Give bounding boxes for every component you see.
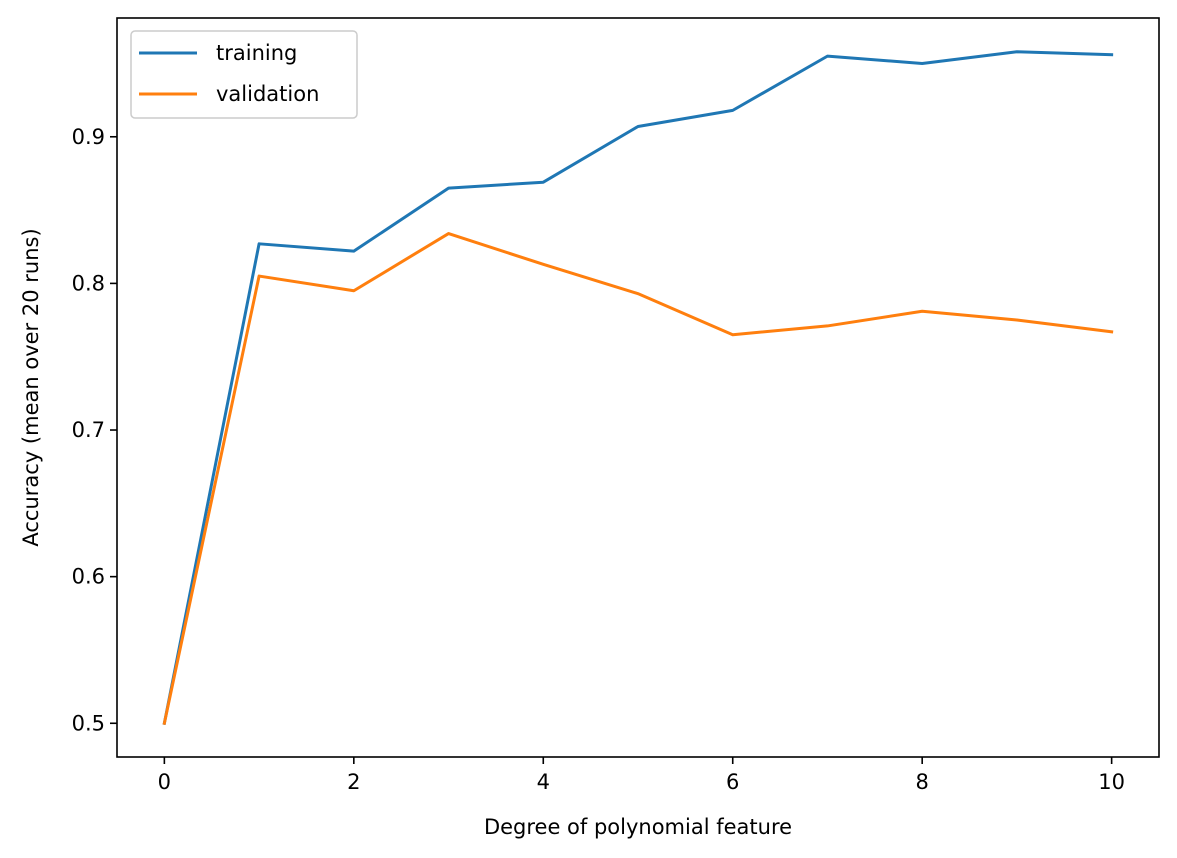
- y-tick-label: 0.5: [72, 711, 105, 735]
- series-line-validation: [162, 232, 1114, 726]
- plot-frame: [116, 17, 1160, 758]
- y-tick-label: 0.8: [72, 271, 105, 295]
- series-layer: [162, 50, 1114, 726]
- x-axis-label: Degree of polynomial feature: [484, 815, 792, 839]
- x-tick-label: 10: [1098, 770, 1125, 794]
- x-tick-label: 0: [158, 770, 171, 794]
- y-axis-ticks: 0.5 0.6 0.7 0.8 0.9: [72, 125, 117, 735]
- x-tick-label: 8: [915, 770, 928, 794]
- x-tick-label: 2: [347, 770, 360, 794]
- y-tick-label: 0.6: [72, 565, 105, 589]
- x-axis-ticks: 0 2 4 6 8 10: [158, 757, 1125, 794]
- y-axis-label: Accuracy (mean over 20 runs): [19, 228, 43, 546]
- legend: training validation: [130, 30, 358, 119]
- y-tick-label: 0.9: [72, 125, 105, 149]
- legend-label-validation: validation: [216, 82, 319, 106]
- y-tick-label: 0.7: [72, 418, 105, 442]
- series-line-training: [162, 50, 1114, 726]
- x-tick-label: 4: [537, 770, 550, 794]
- x-tick-label: 6: [726, 770, 739, 794]
- legend-label-training: training: [216, 41, 297, 65]
